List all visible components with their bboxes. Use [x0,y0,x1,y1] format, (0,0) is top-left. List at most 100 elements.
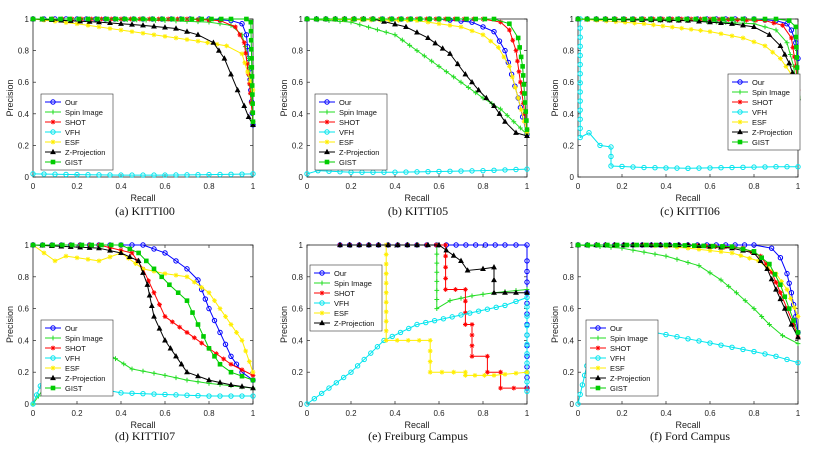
data-point [184,28,190,34]
x-tick-label: 0.6 [433,182,445,191]
data-point [427,338,433,343]
data-point [674,256,680,262]
data-point [136,250,141,256]
data-point [250,92,255,97]
legend-entry: Z-Projection [65,374,105,383]
data-point [463,372,468,378]
data-point [767,322,772,327]
y-tick-label: 0.8 [563,47,575,56]
data-point [696,246,702,252]
data-point [333,380,340,386]
legend-entry: Z-Projection [752,128,792,137]
data-point [779,279,784,284]
data-point [773,353,779,359]
legend-marker [50,139,56,145]
legend-entry: GIST [65,384,83,393]
y-tick-label: 0.6 [292,305,304,314]
data-point [711,16,717,22]
data-point [524,332,530,338]
data-point [223,314,228,319]
data-point [228,322,234,327]
data-point [248,19,254,25]
data-point [577,116,583,122]
data-point [674,165,680,171]
data-point [173,35,179,41]
data-point [524,351,530,357]
data-point [392,21,398,27]
data-point [510,37,516,43]
data-point [414,18,420,23]
legend-marker [319,319,325,326]
data-point [63,171,69,178]
data-point [144,281,151,287]
data-point [585,242,591,248]
data-point [619,163,625,170]
data-point [151,313,157,319]
data-point [184,298,190,303]
data-point [517,45,522,50]
data-point [228,369,234,375]
series-line-vfh [32,173,254,176]
legend-marker [319,310,325,316]
data-point [771,20,777,26]
data-point [713,19,719,25]
data-point [228,393,234,399]
data-point [502,371,508,377]
chart-panel-4: 0 0.2 0.4 0.6 0.8 1 0 0.2 0.4 0.6 0.8 1 Recall Precis… [279,241,530,430]
data-point [624,242,630,248]
data-point [491,16,497,22]
data-point [140,172,146,178]
data-point [383,290,389,296]
legend-marker [50,355,56,361]
data-point [577,391,583,398]
data-point [773,164,779,170]
x-tick-label: 0.4 [660,409,672,418]
x-tick-label: 0.8 [477,409,489,418]
data-point [507,64,512,69]
data-point [221,356,227,362]
data-point [767,261,772,267]
data-point [684,16,690,22]
y-tick-label: 0.8 [292,47,304,56]
data-point [427,16,432,22]
data-point [184,368,190,375]
data-point [30,401,36,407]
data-point [577,89,583,95]
data-point [641,21,647,27]
data-point [247,81,252,87]
x-tick-label: 0 [31,409,36,418]
data-point [195,372,201,379]
data-point [523,109,529,114]
data-point [248,28,254,34]
x-tick-label: 0.4 [389,409,401,418]
data-point [162,172,168,178]
data-point [250,87,256,93]
series-line-vfh [579,19,798,169]
data-point [524,294,530,301]
data-point [129,21,135,27]
data-point [242,60,248,66]
x-tick-label: 0 [305,182,310,191]
y-tick-label: 0.4 [18,336,30,345]
legend-marker [50,335,56,341]
data-point [249,65,255,70]
legend-marker [50,159,56,165]
data-point [696,263,702,269]
data-point [443,69,449,75]
x-tick-label: 0.6 [704,409,716,418]
data-point [337,242,343,248]
data-point [791,322,796,327]
data-point [405,18,411,23]
data-point [491,264,497,270]
x-tick-label: 0.2 [71,182,83,191]
data-point [245,113,252,120]
data-point [458,312,464,318]
data-point [234,330,239,335]
legend-marker [737,109,743,115]
data-point [60,242,65,248]
data-point [85,172,91,178]
data-point [675,16,680,22]
data-point [751,16,757,22]
data-point [740,164,746,171]
data-point [577,34,583,40]
